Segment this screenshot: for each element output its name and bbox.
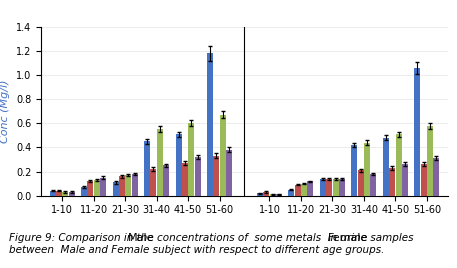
Text: Female: Female xyxy=(328,233,368,243)
Bar xyxy=(389,168,395,196)
Bar xyxy=(339,179,345,196)
Bar xyxy=(81,187,87,196)
Bar xyxy=(295,185,301,196)
Bar xyxy=(50,191,56,196)
Bar xyxy=(100,177,106,196)
Bar xyxy=(402,164,408,196)
Bar xyxy=(87,181,93,196)
Y-axis label: Conc (Mg/l): Conc (Mg/l) xyxy=(0,80,11,143)
Bar xyxy=(270,195,276,196)
Bar xyxy=(383,138,389,196)
Bar xyxy=(157,129,163,196)
Bar xyxy=(150,169,156,196)
Text: Male: Male xyxy=(128,233,154,243)
Bar xyxy=(396,134,402,196)
Bar xyxy=(364,143,370,196)
Bar xyxy=(132,174,138,196)
Bar xyxy=(414,68,420,196)
Bar xyxy=(421,164,427,196)
Bar xyxy=(125,175,131,196)
Bar xyxy=(326,179,332,196)
Text: Figure 9: Comparison in the concentrations of  some metals  in urine samples
bet: Figure 9: Comparison in the concentratio… xyxy=(9,233,414,255)
Bar xyxy=(333,179,339,196)
Legend: As, Pb, Ni, Cd: As, Pb, Ni, Cd xyxy=(157,0,332,4)
Bar xyxy=(226,150,232,196)
Bar xyxy=(351,145,357,196)
Bar xyxy=(276,195,282,196)
Bar xyxy=(358,170,364,196)
Bar xyxy=(308,181,314,196)
Bar xyxy=(257,193,263,196)
Bar xyxy=(320,179,326,196)
Bar xyxy=(113,182,119,196)
Bar xyxy=(288,190,294,196)
Bar xyxy=(69,192,74,196)
Bar xyxy=(370,174,376,196)
Bar xyxy=(182,163,188,196)
Bar xyxy=(119,176,125,196)
Bar xyxy=(213,156,219,196)
Bar xyxy=(433,158,439,196)
Bar xyxy=(195,157,201,196)
Bar xyxy=(220,115,226,196)
Bar xyxy=(56,191,62,196)
Bar xyxy=(301,184,307,196)
Bar xyxy=(144,142,150,196)
Bar xyxy=(175,134,181,196)
Bar xyxy=(188,123,194,196)
Bar xyxy=(163,165,169,196)
Bar xyxy=(62,192,68,196)
Bar xyxy=(427,126,433,196)
Bar xyxy=(94,180,100,196)
Bar xyxy=(207,53,213,196)
Bar xyxy=(263,192,269,196)
